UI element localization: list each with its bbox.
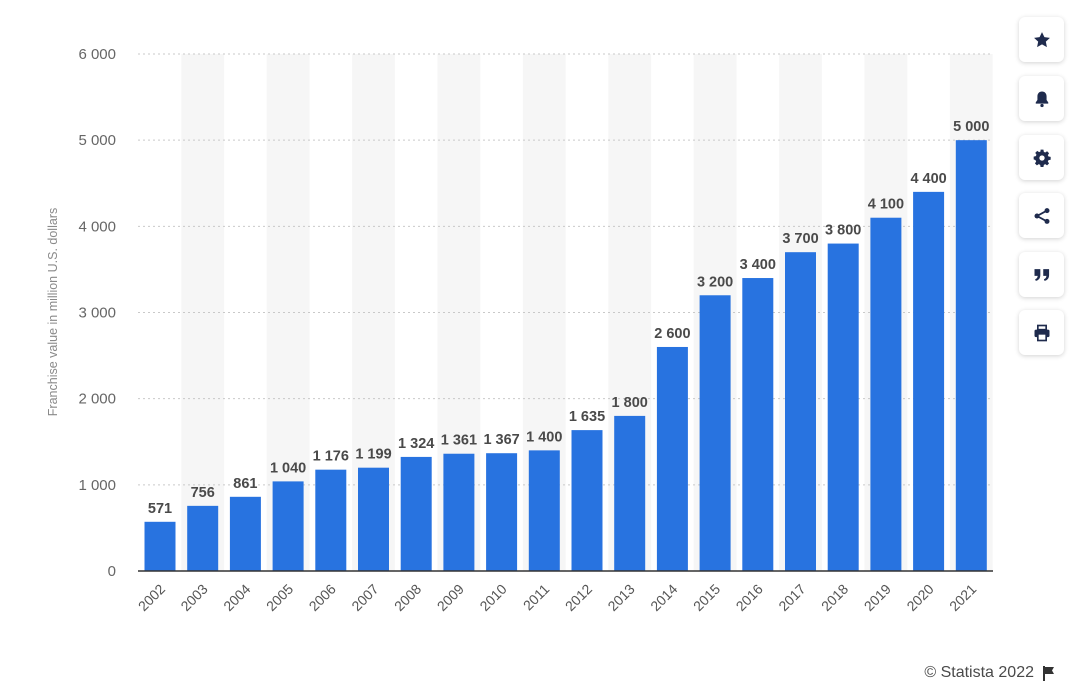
value-label: 861 xyxy=(233,476,257,492)
value-label: 1 635 xyxy=(569,409,605,425)
print-icon xyxy=(1034,324,1049,341)
bars xyxy=(144,140,987,572)
value-label: 5 000 xyxy=(953,119,989,135)
source-credit: © Statista 2022 xyxy=(924,664,1056,682)
value-label: 1 361 xyxy=(441,433,477,449)
value-label: 1 199 xyxy=(355,447,391,463)
share-icon xyxy=(1034,207,1049,224)
x-tick-label: 2004 xyxy=(220,581,253,614)
x-tick-label: 2018 xyxy=(818,581,851,614)
y-axis-label: Franchise value in million U.S. dollars xyxy=(46,208,60,416)
x-tick-label: 2019 xyxy=(861,581,894,614)
print-button[interactable] xyxy=(1019,310,1064,355)
y-tick-label: 5 000 xyxy=(78,132,116,149)
favorite-button[interactable] xyxy=(1019,17,1064,62)
bar[interactable] xyxy=(443,453,475,571)
x-tick-label: 2007 xyxy=(348,581,381,614)
x-tick-label: 2009 xyxy=(434,581,467,614)
bar[interactable] xyxy=(358,467,389,571)
star-icon xyxy=(1033,31,1050,47)
bar[interactable] xyxy=(955,140,987,571)
bar[interactable] xyxy=(742,278,774,571)
share-button[interactable] xyxy=(1019,193,1064,238)
bar[interactable] xyxy=(144,521,176,571)
value-label: 3 700 xyxy=(782,231,818,247)
y-tick-label: 4 000 xyxy=(78,218,116,235)
value-label: 4 400 xyxy=(910,171,946,187)
bar[interactable] xyxy=(571,430,603,571)
x-tick-label: 2011 xyxy=(520,581,553,614)
value-label: 1 400 xyxy=(526,429,562,445)
x-tick-label: 2015 xyxy=(690,581,723,614)
value-labels: 571 756 861 1 040 1 176 1 199 1 324 1 361 1 367 1… xyxy=(148,119,990,517)
x-tick-labels: 2002 2003 2004 2005 2006 2007 2008 2009 2010 2011… xyxy=(135,581,980,614)
x-tick-label: 2014 xyxy=(647,581,680,614)
x-tick-label: 2005 xyxy=(263,581,296,614)
flag-icon[interactable] xyxy=(1042,665,1056,681)
value-label: 1 040 xyxy=(270,460,306,476)
value-label: 4 100 xyxy=(868,197,904,213)
x-tick-label: 2017 xyxy=(775,581,808,614)
y-tick-label: 6 000 xyxy=(78,46,116,63)
y-tick-labels: 0 1 000 2 000 3 000 4 000 5 000 6 000 xyxy=(78,46,116,580)
value-label: 1 800 xyxy=(612,395,648,411)
bar[interactable] xyxy=(614,415,646,571)
x-tick-label: 2016 xyxy=(733,581,766,614)
bar[interactable] xyxy=(400,456,432,571)
bar[interactable] xyxy=(656,346,688,571)
value-label: 3 400 xyxy=(740,257,776,273)
bar[interactable] xyxy=(827,243,859,572)
bar[interactable] xyxy=(699,295,731,571)
bar[interactable] xyxy=(486,453,518,571)
x-tick-label: 2003 xyxy=(177,581,210,614)
x-tick-label: 2010 xyxy=(476,581,509,614)
notification-button[interactable] xyxy=(1019,76,1064,121)
gear-icon xyxy=(1033,149,1051,167)
bell-icon xyxy=(1035,91,1048,107)
value-label: 571 xyxy=(148,501,172,517)
bar[interactable] xyxy=(187,505,219,571)
x-tick-label: 2021 xyxy=(946,581,979,614)
y-tick-label: 2 000 xyxy=(78,391,116,408)
y-tick-label: 1 000 xyxy=(78,477,116,494)
value-label: 1 176 xyxy=(313,449,349,465)
value-label: 3 800 xyxy=(825,223,861,239)
x-tick-label: 2006 xyxy=(306,581,339,614)
value-label: 3 200 xyxy=(697,274,733,290)
bar[interactable] xyxy=(870,217,902,571)
y-tick-label: 0 xyxy=(108,563,116,580)
bar[interactable] xyxy=(229,496,261,571)
cite-button[interactable] xyxy=(1019,252,1064,297)
bar[interactable] xyxy=(913,191,945,571)
quote-icon xyxy=(1034,268,1049,281)
bar[interactable] xyxy=(272,481,304,571)
x-tick-label: 2020 xyxy=(903,581,936,614)
x-tick-label: 2008 xyxy=(391,581,424,614)
x-tick-label: 2002 xyxy=(135,581,168,614)
credit-text: © Statista 2022 xyxy=(924,664,1034,681)
value-label: 756 xyxy=(191,485,215,501)
value-label: 2 600 xyxy=(654,326,690,342)
x-tick-label: 2012 xyxy=(562,581,595,614)
value-label: 1 367 xyxy=(483,432,519,448)
x-tick-label: 2013 xyxy=(604,581,637,614)
settings-button[interactable] xyxy=(1019,135,1064,180)
y-tick-label: 3 000 xyxy=(78,305,116,322)
value-label: 1 324 xyxy=(398,436,434,452)
bar[interactable] xyxy=(528,450,560,571)
bar[interactable] xyxy=(785,252,816,571)
bar-chart: 0 1 000 2 000 3 000 4 000 5 000 6 000 571 756 86… xyxy=(46,46,993,614)
bar[interactable] xyxy=(315,469,347,571)
